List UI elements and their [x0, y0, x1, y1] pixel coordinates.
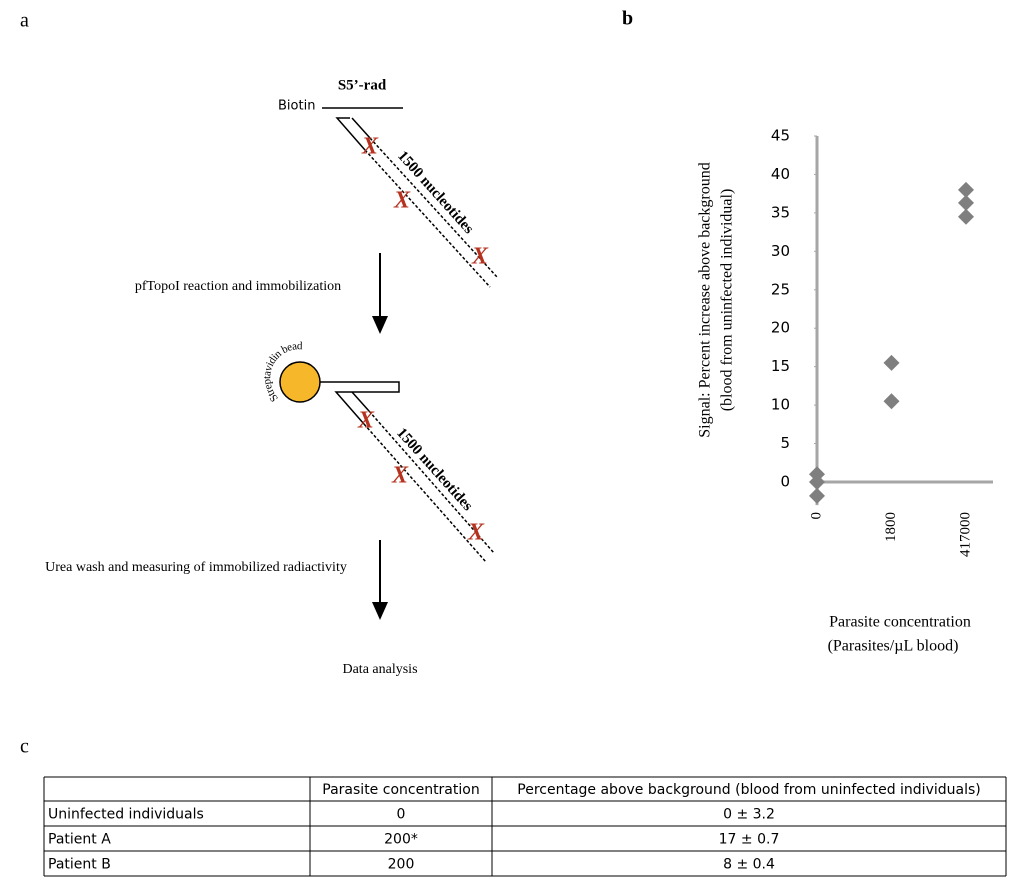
x-axis-title: (Parasites/µL blood): [828, 638, 959, 655]
svg-text:X: X: [357, 408, 375, 434]
y-tick-label: 35: [771, 203, 790, 221]
svg-text:X: X: [467, 520, 485, 546]
y-tick-label: 20: [771, 319, 790, 337]
bead: [279, 361, 321, 403]
point: [809, 474, 825, 490]
table-cell: Patient A: [48, 832, 111, 848]
arrow: [372, 253, 388, 334]
probe-bottom: [320, 381, 495, 563]
svg-text:X: X: [391, 463, 409, 489]
table-cell: 17 ± 0.7: [719, 832, 780, 848]
x-axis-title: Parasite concentration: [829, 614, 971, 631]
x-tick-label: 0: [808, 512, 824, 520]
panel-label: c: [20, 736, 29, 758]
point: [883, 354, 900, 371]
table: Parasite concentration Percentage above b…: [43, 776, 1007, 877]
chart: 0 5 10 15 20 25 30 35 40 45 0 1800 417000: [771, 127, 993, 557]
step-label: Urea wash and measuring of immobilized r…: [45, 560, 347, 575]
arrow: [372, 540, 388, 620]
svg-text:X: X: [393, 188, 411, 214]
probe-top: [322, 107, 498, 288]
table-cell: Patient B: [48, 857, 111, 873]
y-tick-label: 5: [780, 434, 790, 452]
table-cell: 200*: [384, 832, 418, 848]
step-label: Data analysis: [342, 662, 417, 677]
probe-label: S5’-rad: [338, 77, 387, 93]
svg-text:X: X: [361, 134, 379, 160]
table-cell: Uninfected individuals: [48, 807, 204, 823]
y-tick-label: 45: [771, 127, 790, 145]
y-axis-title: (blood from uninfected individual): [719, 189, 736, 412]
point: [958, 194, 974, 211]
table-cell: 0: [397, 807, 406, 823]
biotin-label: Biotin: [278, 99, 315, 114]
table-cell: 0 ± 3.2: [723, 807, 775, 823]
table-header: Parasite concentration: [322, 782, 479, 798]
panel-label: a: [20, 10, 29, 32]
point: [958, 181, 974, 198]
table-cell: 200: [388, 857, 415, 873]
table-header: Percentage above background (blood from …: [517, 782, 980, 798]
cleavage-marks: X X X: [357, 408, 485, 546]
y-axis-title: Signal: Percent increase above backgroun…: [697, 162, 714, 437]
svg-text:X: X: [471, 244, 489, 270]
point: [958, 208, 974, 225]
x-tick-label: 417000: [957, 512, 973, 557]
cleavage-marks: X X X: [361, 134, 489, 270]
table-cell: 8 ± 0.4: [723, 857, 775, 873]
y-tick-label: 10: [771, 396, 790, 414]
point: [809, 487, 825, 504]
y-tick-label: 0: [780, 473, 790, 491]
y-tick-label: 40: [771, 165, 790, 183]
panel-label: b: [622, 8, 633, 30]
y-tick-label: 30: [771, 242, 790, 260]
y-tick-label: 25: [771, 280, 790, 298]
step-label: pfTopoI reaction and immobilization: [135, 279, 341, 294]
y-tick-label: 15: [771, 357, 790, 375]
point: [883, 393, 900, 410]
x-tick-label: 1800: [883, 512, 899, 542]
